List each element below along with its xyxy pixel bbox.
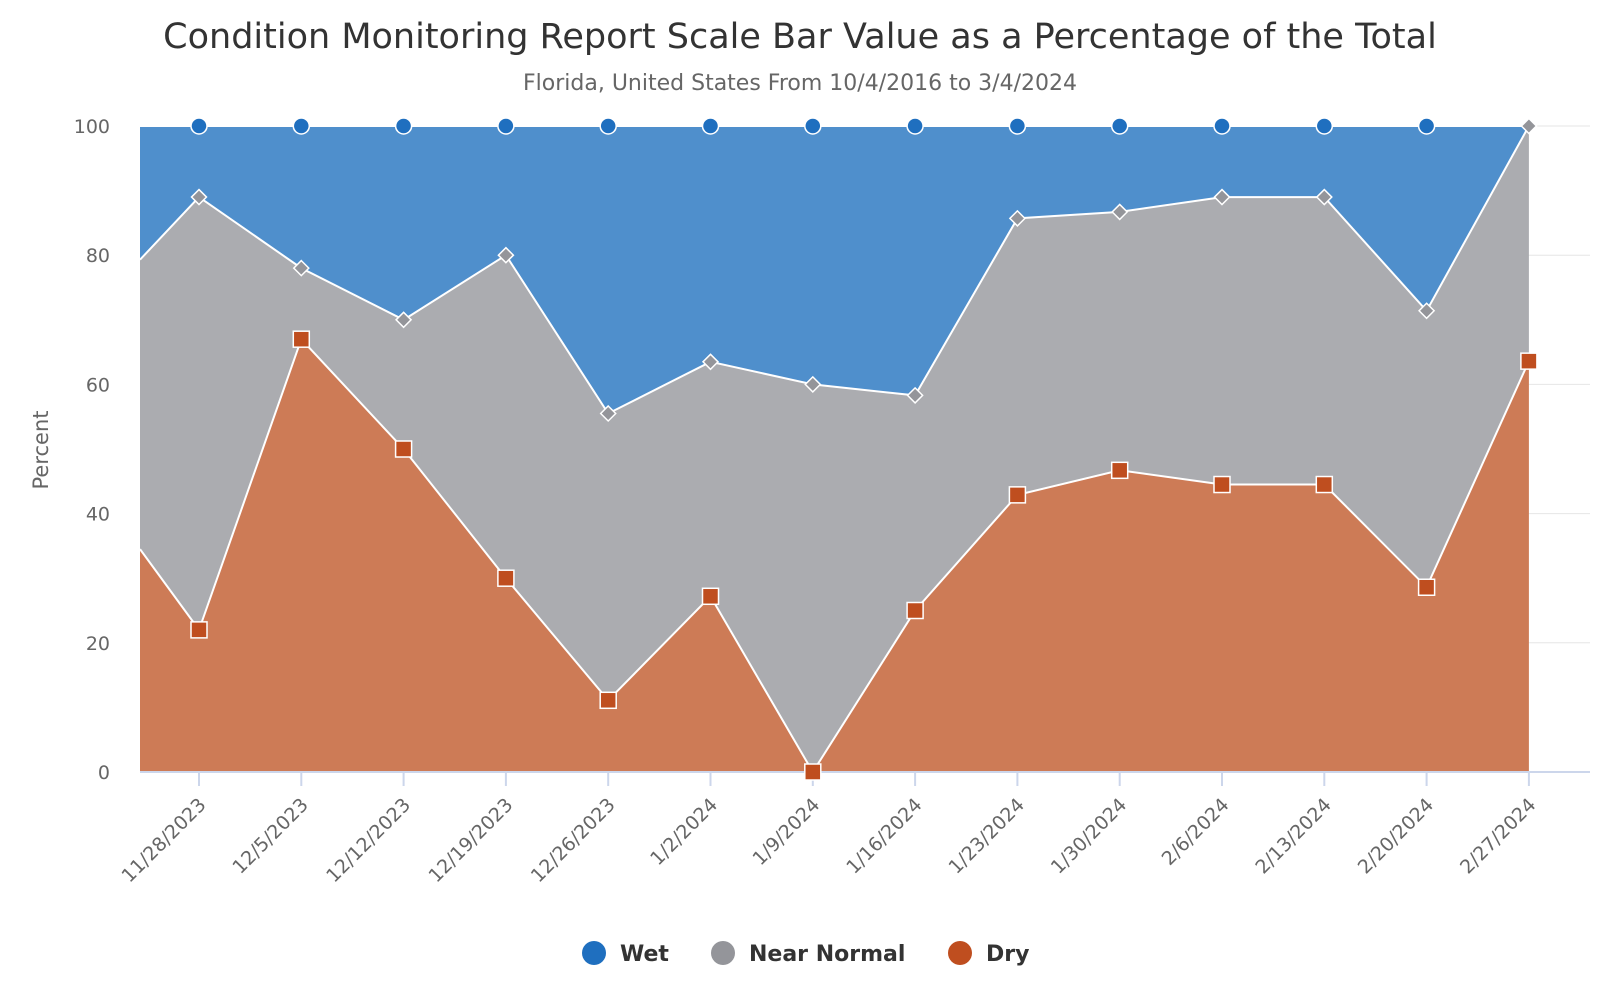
y-tick-label: 0	[98, 762, 110, 784]
marker-wet[interactable]	[190, 117, 208, 135]
y-axis-label: Percent	[29, 410, 53, 489]
marker-near-normal[interactable]	[1111, 203, 1129, 221]
legend-near-normal-marker	[711, 941, 735, 965]
area-series	[140, 126, 1529, 772]
y-tick-label: 60	[86, 374, 110, 396]
marker-wet[interactable]	[497, 117, 515, 135]
legend-wet-label: Wet	[620, 942, 669, 967]
chart-title: Condition Monitoring Report Scale Bar Va…	[163, 17, 1437, 57]
legend-near-normal-label: Near Normal	[749, 942, 905, 967]
marker-near-normal[interactable]	[1213, 188, 1231, 206]
x-tick-label: 11/28/2023	[118, 794, 211, 887]
x-tick-label: 12/26/2023	[527, 794, 620, 887]
x-tick-label: 1/30/2024	[1047, 794, 1131, 878]
marker-dry[interactable]	[1417, 578, 1436, 596]
legend-item-wet[interactable]: Wet	[582, 941, 669, 967]
marker-dry[interactable]	[804, 763, 822, 781]
area-near-normal	[140, 126, 1529, 772]
data-markers	[190, 117, 1538, 781]
marker-wet[interactable]	[292, 117, 311, 135]
marker-wet[interactable]	[804, 117, 822, 135]
marker-wet[interactable]	[1213, 117, 1231, 135]
area-wet	[140, 126, 1529, 414]
x-tick-label: 2/27/2024	[1456, 794, 1540, 878]
marker-dry[interactable]	[394, 440, 413, 458]
x-tick-label: 12/19/2023	[424, 794, 517, 887]
legend-item-dry[interactable]: Dry	[948, 941, 1029, 967]
x-tick-label: 12/12/2023	[322, 794, 415, 887]
marker-dry[interactable]	[497, 569, 515, 587]
marker-dry[interactable]	[1008, 486, 1027, 504]
legend-dry-label: Dry	[986, 942, 1029, 967]
marker-dry[interactable]	[1520, 352, 1538, 370]
x-tick-label: 1/9/2024	[748, 794, 824, 870]
marker-near-normal[interactable]	[1520, 117, 1538, 135]
chart-subtitle: Florida, United States From 10/4/2016 to…	[523, 71, 1077, 96]
marker-wet[interactable]	[394, 117, 413, 135]
x-tick-label: 1/2/2024	[646, 794, 722, 870]
marker-dry[interactable]	[1110, 461, 1129, 480]
marker-near-normal[interactable]	[1008, 209, 1026, 227]
marker-wet[interactable]	[599, 117, 617, 135]
marker-near-normal[interactable]	[599, 404, 617, 423]
marker-near-normal[interactable]	[906, 386, 924, 404]
marker-near-normal[interactable]	[1418, 302, 1436, 320]
y-tick-label: 100	[74, 116, 110, 138]
marker-wet[interactable]	[906, 117, 924, 135]
marker-dry[interactable]	[1213, 475, 1231, 494]
marker-wet[interactable]	[1110, 117, 1129, 135]
marker-dry[interactable]	[599, 691, 617, 710]
x-tick-label: 2/6/2024	[1158, 794, 1234, 870]
marker-dry[interactable]	[1315, 475, 1334, 494]
marker-dry[interactable]	[190, 621, 208, 639]
marker-dry[interactable]	[292, 330, 311, 348]
marker-near-normal[interactable]	[1315, 188, 1333, 206]
x-tick-label: 1/23/2024	[944, 794, 1028, 878]
marker-near-normal[interactable]	[497, 246, 515, 264]
marker-wet[interactable]	[1008, 117, 1027, 135]
y-tick-label: 80	[86, 245, 110, 267]
y-tick-label: 40	[86, 504, 110, 526]
x-tick-label: 2/20/2024	[1354, 794, 1438, 878]
legend: Wet Near Normal Dry	[582, 941, 1029, 967]
y-tick-label: 20	[86, 633, 110, 655]
marker-near-normal[interactable]	[292, 259, 310, 277]
x-tick-label: 12/5/2023	[228, 794, 312, 878]
marker-near-normal[interactable]	[701, 353, 720, 371]
marker-near-normal[interactable]	[190, 188, 208, 206]
marker-wet[interactable]	[701, 117, 720, 135]
marker-near-normal[interactable]	[804, 375, 822, 393]
area-dry	[140, 339, 1529, 772]
legend-item-near-normal[interactable]: Near Normal	[711, 941, 905, 967]
marker-dry[interactable]	[906, 601, 924, 620]
marker-wet[interactable]	[1417, 117, 1436, 135]
legend-dry-marker	[948, 941, 972, 965]
x-tick-label: 1/16/2024	[842, 794, 926, 878]
marker-dry[interactable]	[701, 587, 720, 606]
legend-wet-marker	[582, 941, 606, 965]
marker-near-normal[interactable]	[395, 311, 413, 329]
x-tick-label: 2/13/2024	[1251, 794, 1335, 878]
marker-wet[interactable]	[1315, 117, 1334, 135]
